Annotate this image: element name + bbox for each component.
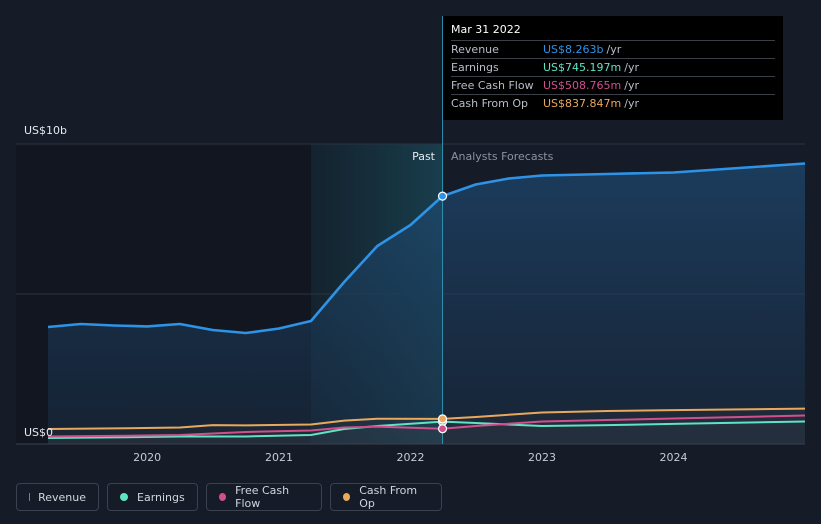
tooltip-value: US$745.197m — [543, 61, 622, 74]
cash-from-op-line — [47, 407, 806, 430]
legend-label: Cash From Op — [359, 484, 418, 510]
series-lines — [47, 162, 806, 439]
tooltip-unit: /yr — [624, 79, 639, 92]
y-axis: US$0 US$10b — [24, 124, 67, 439]
tooltip-label: Cash From Op — [451, 97, 529, 110]
tooltip-value: US$508.765m — [543, 79, 622, 92]
y-tick-label: US$10b — [24, 124, 67, 137]
tooltip-date: Mar 31 2022 — [451, 23, 521, 36]
legend-item-cash-from-op[interactable]: Cash From Op — [330, 483, 442, 511]
tooltip-row-revenue: Revenue US$8.263b /yr — [451, 40, 775, 58]
earnings-dot-icon — [120, 493, 128, 501]
legend: Revenue Earnings Free Cash Flow Cash Fro… — [16, 483, 442, 511]
x-tick-label: 2022 — [396, 451, 424, 464]
revenue-marker — [437, 191, 448, 201]
tooltip-label: Revenue — [451, 43, 499, 56]
legend-label: Earnings — [137, 490, 185, 504]
tooltip-row-free-cash-flow: Free Cash Flow US$508.765m /yr — [451, 76, 775, 94]
tooltip-value: US$837.847m — [543, 97, 622, 110]
legend-item-earnings[interactable]: Earnings — [107, 483, 198, 511]
past-label: Past — [412, 150, 436, 163]
free-cash-flow-line — [47, 414, 806, 438]
legend-label: Revenue — [38, 490, 86, 504]
tooltip-unit: /yr — [606, 43, 622, 56]
cash-from-op-marker — [437, 414, 448, 424]
forecast-label: Analysts Forecasts — [451, 150, 554, 163]
free-cash-flow-marker — [437, 424, 448, 434]
legend-label: Free Cash Flow — [235, 484, 290, 510]
tooltip-unit: /yr — [624, 61, 639, 74]
tooltip-row-earnings: Earnings US$745.197m /yr — [451, 58, 775, 76]
cash-from-op-dot-icon — [343, 493, 351, 501]
free-cash-flow-dot-icon — [219, 493, 227, 501]
revenue-area-fill — [48, 163, 805, 444]
x-tick-label: 2023 — [528, 451, 556, 464]
tooltip-label: Earnings — [451, 61, 499, 74]
y-tick-label: US$0 — [24, 426, 53, 439]
x-tick-label: 2024 — [659, 451, 687, 464]
chart: US$0 US$10b 2020 2021 2022 2023 2024 Past Ana… — [16, 16, 806, 464]
x-tick-label: 2021 — [265, 451, 293, 464]
highlight-markers — [437, 191, 448, 434]
legend-item-revenue[interactable]: Revenue — [16, 483, 99, 511]
legend-item-free-cash-flow[interactable]: Free Cash Flow — [206, 483, 322, 511]
revenue-line — [47, 162, 806, 335]
tooltip-row-cash-from-op: Cash From Op US$837.847m /yr — [451, 94, 775, 112]
x-axis: 2020 2021 2022 2023 2024 — [133, 451, 687, 464]
tooltip: Mar 31 2022 Revenue US$8.263b /yr Earnin… — [443, 16, 783, 120]
tooltip-value: US$8.263b — [543, 43, 604, 56]
tooltip-unit: /yr — [624, 97, 639, 110]
tooltip-label: Free Cash Flow — [451, 79, 534, 92]
x-tick-label: 2020 — [133, 451, 161, 464]
